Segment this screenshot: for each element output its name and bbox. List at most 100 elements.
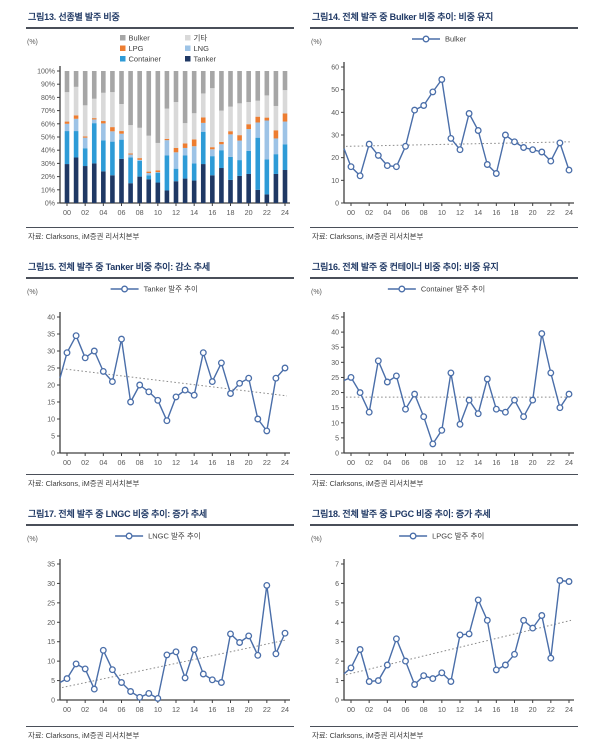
bar-segment-LPG <box>228 131 233 135</box>
title-rule <box>26 524 294 526</box>
bar-segment-기타 <box>101 92 106 122</box>
bar-segment-Container <box>146 175 152 180</box>
bar-segment-Tanker <box>128 183 133 203</box>
trend-line <box>61 639 288 689</box>
svg-text:22: 22 <box>547 458 555 467</box>
svg-text:16: 16 <box>492 705 500 714</box>
bar-segment-Tanker <box>191 180 197 203</box>
bar-segment-LPG <box>146 171 152 174</box>
bar-segment-기타 <box>91 98 97 119</box>
svg-text:35: 35 <box>47 562 55 569</box>
legend-swatch-LNG <box>185 45 191 51</box>
unit-label: (%) <box>27 39 38 46</box>
svg-text:30%: 30% <box>41 161 55 168</box>
svg-text:16: 16 <box>492 208 500 217</box>
bar-segment-기타 <box>128 125 133 154</box>
title-rule <box>310 277 578 279</box>
bar-segment-Tanker <box>255 189 261 203</box>
x-axis: 00 02 04 06 08 10 12 14 16 18 20 22 24 <box>344 699 574 714</box>
bar-segment-LNG <box>191 146 197 164</box>
svg-text:35: 35 <box>331 345 339 352</box>
svg-text:12: 12 <box>172 458 180 467</box>
bar-segment-기타 <box>237 103 242 136</box>
bar-segment-Container <box>101 140 106 172</box>
svg-text:5: 5 <box>335 600 339 607</box>
svg-text:08: 08 <box>420 208 428 217</box>
svg-text:12: 12 <box>456 208 464 217</box>
y-axis: 0 5 10 15 20 25 30 35 40 45 <box>331 312 345 458</box>
bar-segment-Bulker <box>191 71 197 114</box>
bar-segment-Container <box>110 141 115 176</box>
bar-segment-Tanker <box>146 179 152 203</box>
bar-segment-Tanker <box>228 179 233 203</box>
x-axis: 00 02 04 06 08 10 12 14 16 18 20 22 24 <box>60 452 290 467</box>
bar-segment-LPG <box>137 158 142 160</box>
bar-segment-LNG <box>273 138 279 155</box>
chart-panel-fig14: 그림14. 전체 발주 중 Bulker 비중 추이: 비중 유지 (%) Bul… <box>300 0 600 250</box>
bar-segment-Bulker <box>91 71 97 99</box>
chart-panel-fig18: 그림18. 전체 발주 중 LPGC 비중 추이: 증가 추세 (%) LPGC … <box>300 497 600 749</box>
unit-label: (%) <box>27 536 38 543</box>
svg-text:10%: 10% <box>41 187 55 194</box>
chart-title: 그림13. 선종별 발주 비중 <box>28 12 120 22</box>
svg-text:14: 14 <box>190 705 198 714</box>
y-axis: 0 5 10 15 20 25 30 35 <box>47 559 61 705</box>
svg-text:10: 10 <box>47 417 55 424</box>
svg-text:20: 20 <box>245 208 253 217</box>
unit-label: (%) <box>311 289 322 296</box>
bar-segment-Container <box>255 137 261 190</box>
chart-panel-fig13: 그림13. 선종별 발주 비중 (%) Bulker 기타 LPG LNG Contain… <box>0 0 300 250</box>
bar-segment-LPG <box>119 131 124 134</box>
bar-segment-LPG <box>282 113 288 122</box>
bar-segment-Tanker <box>82 166 88 203</box>
svg-text:00: 00 <box>347 208 355 217</box>
svg-text:16: 16 <box>208 705 216 714</box>
svg-text:20: 20 <box>331 390 339 397</box>
svg-text:(%): (%) <box>311 39 322 46</box>
svg-text:(%): (%) <box>27 289 38 296</box>
source-note: 자료: Clarksons, iM증권 리서치본부 <box>312 731 424 740</box>
svg-text:30: 30 <box>331 133 339 140</box>
bar-segment-Container <box>191 163 197 181</box>
source-note: 자료: Clarksons, iM증권 리서치본부 <box>312 232 424 241</box>
svg-text:02: 02 <box>365 458 373 467</box>
bar-segment-기타 <box>282 90 288 114</box>
svg-text:04: 04 <box>99 705 107 714</box>
bar-segment-Bulker <box>237 71 242 104</box>
y-axis: 0 5 10 15 20 25 30 35 40 <box>47 312 61 458</box>
legend-swatch-Container <box>120 56 126 62</box>
x-axis: 00 02 04 06 08 10 12 14 16 18 20 22 24 <box>60 699 290 714</box>
bar-segment-Bulker <box>200 71 206 94</box>
bar-segment-Bulker <box>282 71 288 91</box>
bar-segment-Bulker <box>110 71 115 93</box>
svg-text:40: 40 <box>47 315 55 322</box>
bar-segment-Bulker <box>137 71 142 128</box>
legend: Bulker <box>412 35 467 44</box>
bar-segment-LNG <box>155 172 161 173</box>
bar-segment-Tanker <box>282 170 288 203</box>
chart-panel-fig15: 그림15. 전체 발주 중 Tanker 비중 추이: 감소 추세 (%) Tan… <box>0 250 300 497</box>
bar-segment-Tanker <box>246 173 251 203</box>
svg-text:40: 40 <box>331 110 339 117</box>
svg-text:70%: 70% <box>41 108 55 115</box>
svg-text:20: 20 <box>331 155 339 162</box>
svg-text:LPGC 발주 추이: LPGC 발주 추이 <box>432 531 484 541</box>
bar-segment-기타 <box>264 95 270 118</box>
bar-segment-Container <box>182 155 188 179</box>
svg-text:12: 12 <box>172 208 180 217</box>
bar-segment-Container <box>137 160 142 177</box>
bar-segment-LNG <box>64 123 70 132</box>
svg-text:24: 24 <box>281 458 289 467</box>
svg-text:40%: 40% <box>41 148 55 155</box>
bar-segment-LNG <box>173 152 179 169</box>
series-line <box>343 579 570 686</box>
svg-text:50%: 50% <box>41 135 55 142</box>
svg-text:20: 20 <box>47 383 55 390</box>
series-line <box>59 584 286 700</box>
x-axis: 00 02 04 06 08 10 12 14 16 18 20 22 24 <box>344 452 574 467</box>
source-note: 자료: Clarksons, iM증권 리서치본부 <box>312 479 424 488</box>
svg-text:14: 14 <box>474 208 482 217</box>
source-note: 자료: Clarksons, iM증권 리서치본부 <box>28 731 140 740</box>
svg-text:18: 18 <box>227 705 235 714</box>
svg-text:25: 25 <box>47 600 55 607</box>
